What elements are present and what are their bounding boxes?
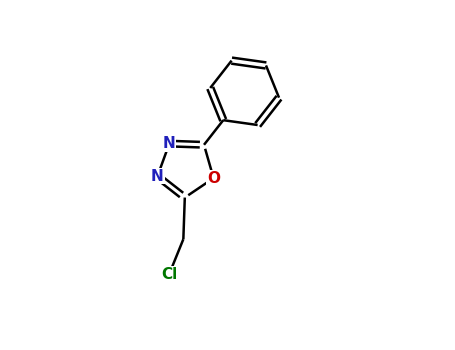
Text: Cl: Cl	[161, 267, 177, 282]
Text: O: O	[207, 171, 220, 186]
Text: N: N	[151, 169, 164, 184]
Text: N: N	[163, 136, 176, 151]
